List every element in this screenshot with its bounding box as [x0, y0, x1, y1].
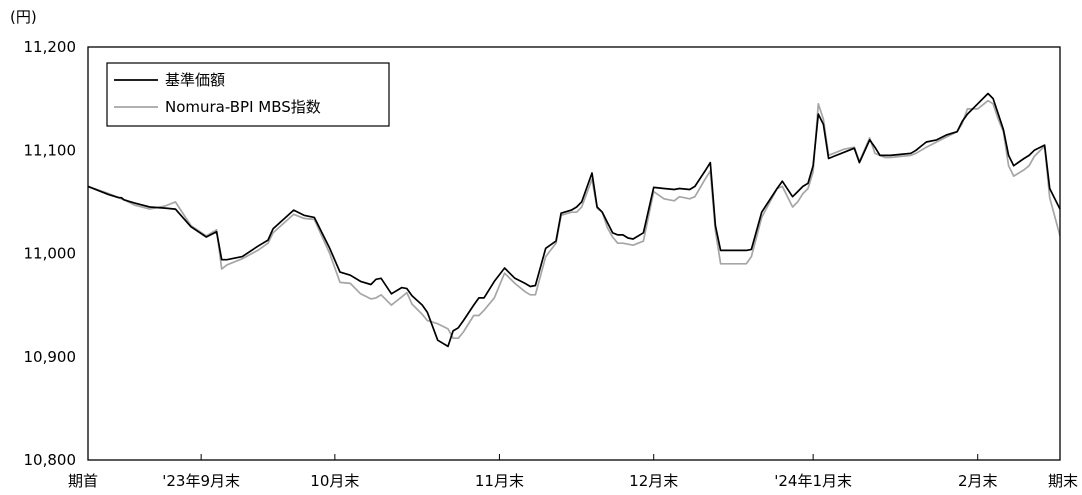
- y-tick-label: 11,100: [24, 141, 77, 159]
- legend-label-nav: 基準価額: [165, 71, 225, 89]
- x-tick-label: 10月末: [310, 472, 359, 490]
- y-tick-label: 10,900: [24, 348, 77, 366]
- x-tick-label: 11月末: [475, 472, 524, 490]
- y-axis: 10,800 10,900 11,000 11,100 11,200: [24, 38, 77, 469]
- x-tick-label: 2月末: [958, 472, 998, 490]
- x-tick-label: 期末: [1048, 472, 1078, 490]
- y-unit-label: (円): [10, 8, 37, 26]
- x-axis: 期首 '23年9月末 10月末 11月末 12月末 '24年1月末 2月末 期末: [68, 454, 1078, 490]
- x-tick-label: 期首: [68, 472, 98, 490]
- y-tick-label: 11,000: [24, 245, 77, 263]
- x-tick-label: 12月末: [629, 472, 678, 490]
- legend: 基準価額 Nomura-BPI MBS指数: [106, 62, 390, 127]
- legend-box: [106, 62, 390, 127]
- series-line-index: [87, 99, 1061, 340]
- series-line-nav: [87, 92, 1061, 348]
- x-tick-label: '24年1月末: [774, 472, 852, 490]
- plot-frame: [87, 46, 1061, 461]
- y-tick-label: 10,800: [24, 451, 77, 469]
- legend-label-index: Nomura-BPI MBS指数: [165, 98, 321, 116]
- y-tick-label: 11,200: [24, 38, 77, 56]
- x-tick-label: '23年9月末: [162, 472, 240, 490]
- series-layer: [87, 92, 1061, 348]
